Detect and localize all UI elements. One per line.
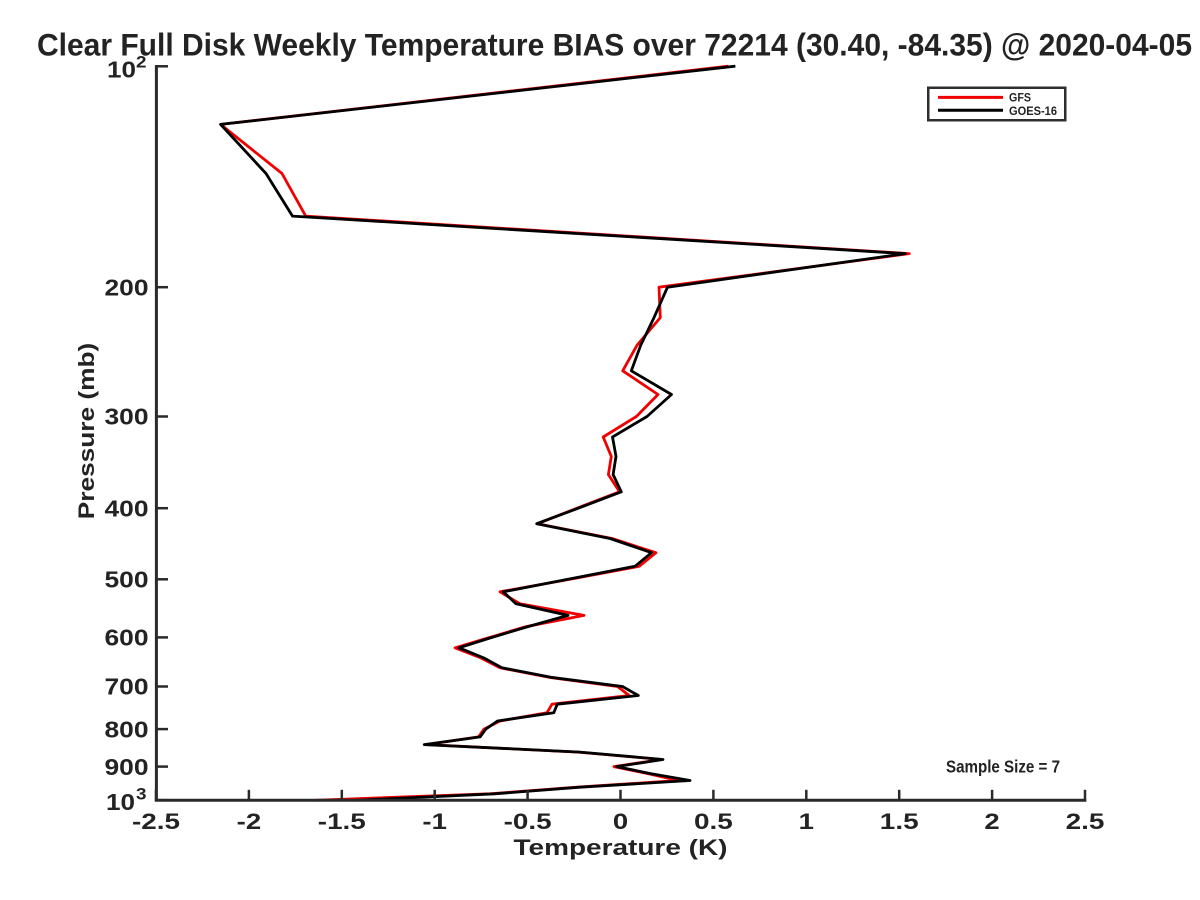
svg-text:900: 900 [105,754,149,780]
svg-text:GFS: GFS [1009,92,1031,105]
svg-text:200: 200 [105,274,149,300]
svg-text:0: 0 [613,809,628,834]
svg-text:-1: -1 [422,809,447,834]
svg-text:Temperature (K): Temperature (K) [514,835,728,860]
svg-text:Pressure (mb): Pressure (mb) [74,343,99,520]
svg-text:0.5: 0.5 [694,809,733,834]
svg-text:400: 400 [105,495,149,521]
svg-text:700: 700 [105,674,149,700]
svg-text:1: 1 [799,809,814,834]
svg-text:Sample Size = 7: Sample Size = 7 [946,756,1060,776]
svg-text:GOES-16: GOES-16 [1009,105,1058,118]
svg-text:2: 2 [984,809,999,834]
svg-text:600: 600 [105,625,149,651]
svg-text:10: 10 [107,57,136,83]
svg-text:2.5: 2.5 [1066,809,1105,834]
svg-text:Clear Full Disk Weekly Tempera: Clear Full Disk Weekly Temperature BIAS … [37,27,1192,63]
svg-text:1.5: 1.5 [880,809,919,834]
svg-text:-1.5: -1.5 [318,809,366,834]
svg-text:10: 10 [106,789,135,815]
svg-text:-0.5: -0.5 [504,809,552,834]
svg-text:300: 300 [105,404,149,430]
svg-text:-2.5: -2.5 [132,809,180,834]
svg-text:2: 2 [136,53,147,72]
svg-text:800: 800 [105,716,149,742]
svg-text:-2: -2 [237,809,262,834]
svg-text:500: 500 [105,567,149,593]
svg-text:3: 3 [136,785,147,804]
